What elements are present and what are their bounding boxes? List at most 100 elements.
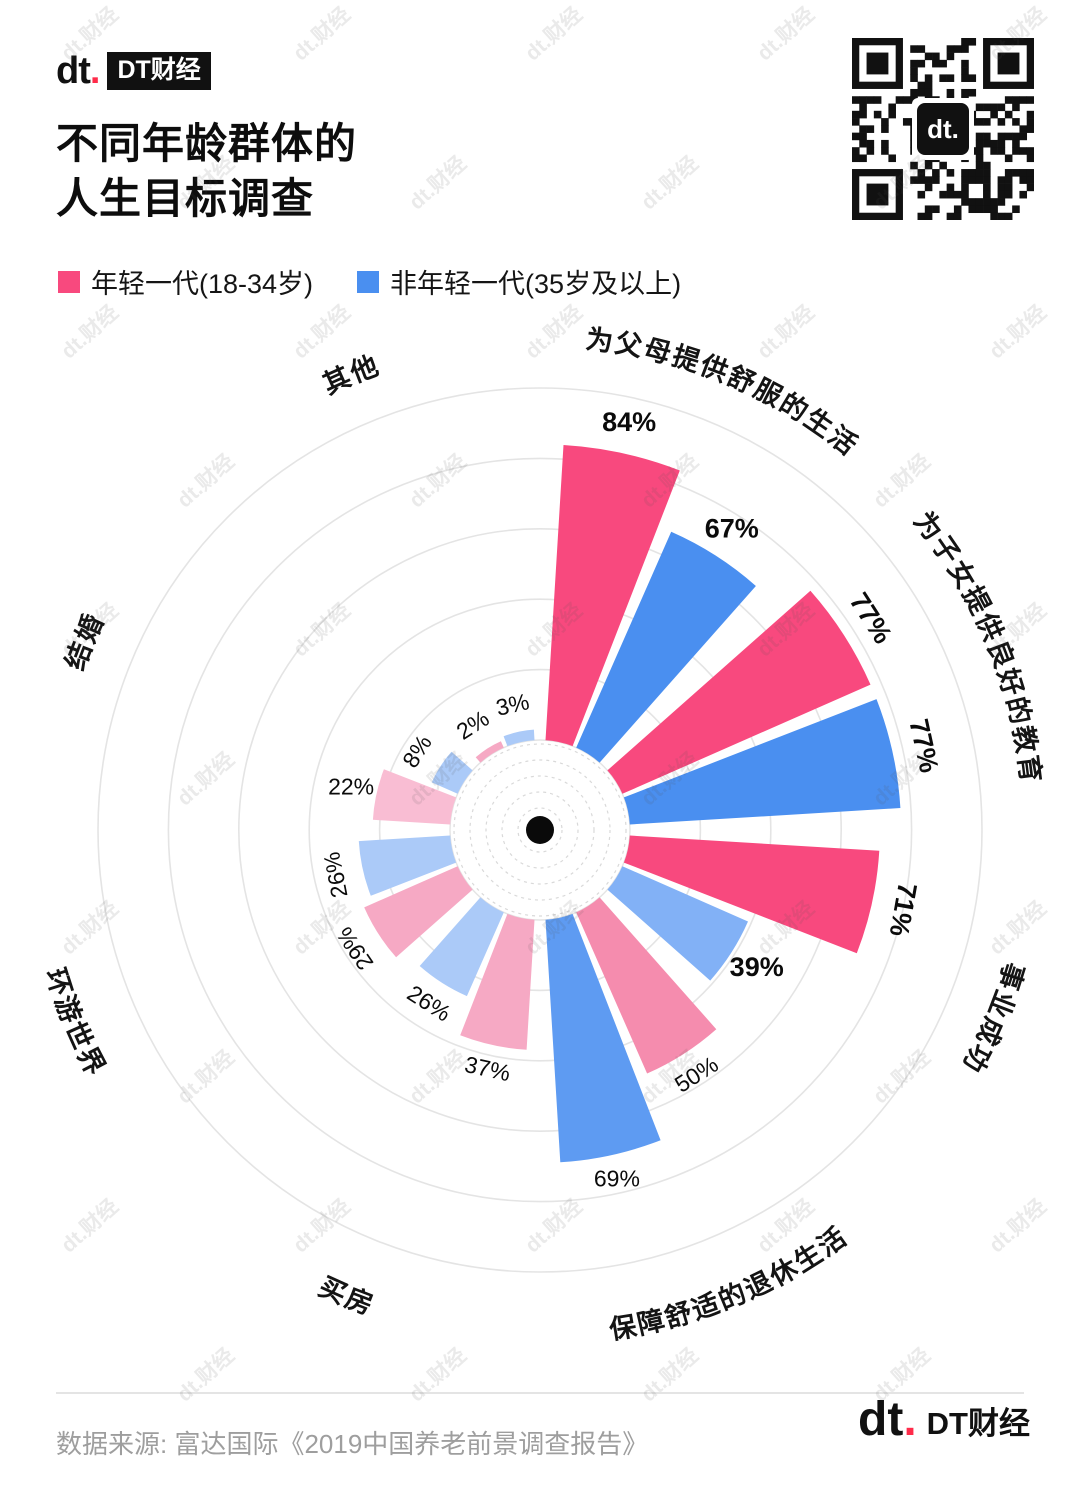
value-label: 50% [670, 1051, 723, 1098]
qr-module [939, 59, 947, 68]
qr-module [1026, 110, 1035, 119]
footer-divider [56, 1392, 1024, 1394]
qr-module [910, 74, 918, 82]
qr-module [924, 81, 933, 90]
qr-module [946, 45, 955, 53]
qr-module [997, 118, 1006, 126]
qr-module [859, 132, 867, 141]
qr-module [888, 103, 896, 112]
qr-module [859, 125, 867, 133]
qr-module [968, 169, 977, 177]
qr-module [917, 59, 926, 68]
qr-module [997, 147, 1006, 155]
qr-module [997, 139, 1006, 148]
legend-item-older: 非年轻一代(35岁及以上) [357, 262, 681, 301]
qr-module [1026, 96, 1035, 104]
grid-ring [378, 668, 702, 992]
qr-module [852, 132, 860, 141]
qr-module [924, 74, 933, 82]
qr-module [961, 176, 969, 184]
qr-module [895, 96, 904, 104]
qr-module [968, 205, 977, 214]
legend-label-older: 非年轻一代(35岁及以上) [390, 269, 682, 299]
inner-dashed-ring [501, 791, 579, 869]
page-title: 不同年龄群体的 人生目标调查 [56, 116, 357, 227]
qr-code: dt. [852, 38, 1035, 221]
qr-module [983, 190, 991, 199]
qr-module [932, 176, 940, 184]
qr-module [1026, 118, 1035, 126]
qr-module [1004, 190, 1013, 199]
qr-module [866, 125, 875, 133]
qr-module [997, 183, 1006, 192]
qr-module [997, 52, 1020, 75]
qr-module [939, 74, 947, 82]
qr-module [924, 176, 933, 184]
qr-module [975, 118, 984, 126]
qr-module [924, 205, 933, 214]
qr-module [866, 96, 875, 104]
qr-module [902, 96, 911, 104]
qr-module [975, 161, 984, 170]
grid-ring [97, 387, 983, 1273]
qr-module [990, 110, 998, 119]
bar-s0-c7 [475, 741, 504, 763]
value-label: 26% [403, 980, 456, 1027]
qr-module [1019, 125, 1028, 133]
value-label: 22% [328, 774, 374, 800]
qr-module [1019, 96, 1028, 104]
qr-module [946, 52, 955, 61]
qr-module [961, 59, 969, 68]
data-source: 数据来源: 富达国际《2019中国养老前景调查报告》 [56, 1429, 649, 1459]
qr-module [910, 161, 918, 170]
qr-module [852, 110, 860, 119]
qr-module [852, 147, 860, 155]
dt-logo-icon: dt. [858, 1393, 917, 1446]
category-label: 买房 [314, 1271, 379, 1321]
qr-module [1004, 110, 1013, 119]
qr-module [975, 139, 984, 148]
qr-module [1019, 176, 1028, 184]
qr-module [932, 205, 940, 214]
qr-module [961, 88, 969, 97]
qr-module [888, 110, 896, 119]
qr-module [1026, 183, 1035, 192]
value-label: 39% [730, 952, 784, 982]
bar-s0-c2 [623, 835, 880, 954]
title-line-1: 不同年龄群体的 [56, 120, 358, 167]
qr-module [990, 205, 998, 214]
qr-module [997, 176, 1006, 184]
qr-module [997, 212, 1006, 221]
qr-module [990, 147, 998, 155]
qr-module [983, 103, 991, 112]
value-label: 3% [493, 688, 531, 721]
qr-module [1004, 212, 1013, 221]
qr-module [1012, 139, 1020, 148]
bar-s1-c6 [431, 751, 473, 794]
qr-module [932, 52, 940, 61]
qr-module [975, 198, 984, 206]
bar-s0-c3 [576, 897, 717, 1074]
qr-module [881, 118, 889, 126]
qr-module [975, 169, 984, 177]
qr-module [961, 169, 969, 177]
qr-module [968, 198, 977, 206]
qr-module [866, 183, 889, 206]
qr-module [946, 169, 955, 177]
qr-module [946, 74, 955, 82]
qr-module [1004, 132, 1013, 141]
qr-module [917, 88, 926, 97]
qr-module [946, 190, 955, 199]
center-dot-icon [526, 816, 554, 844]
qr-module [1004, 169, 1013, 177]
qr-module [1012, 169, 1020, 177]
base-ring [449, 739, 631, 921]
category-label: 事业成功 [957, 959, 1030, 1079]
qr-module [1026, 147, 1035, 155]
qr-module [961, 198, 969, 206]
qr-module [953, 212, 962, 221]
bar-s0-c1 [607, 590, 871, 794]
qr-module [997, 103, 1006, 112]
value-label: 69% [594, 1166, 640, 1192]
